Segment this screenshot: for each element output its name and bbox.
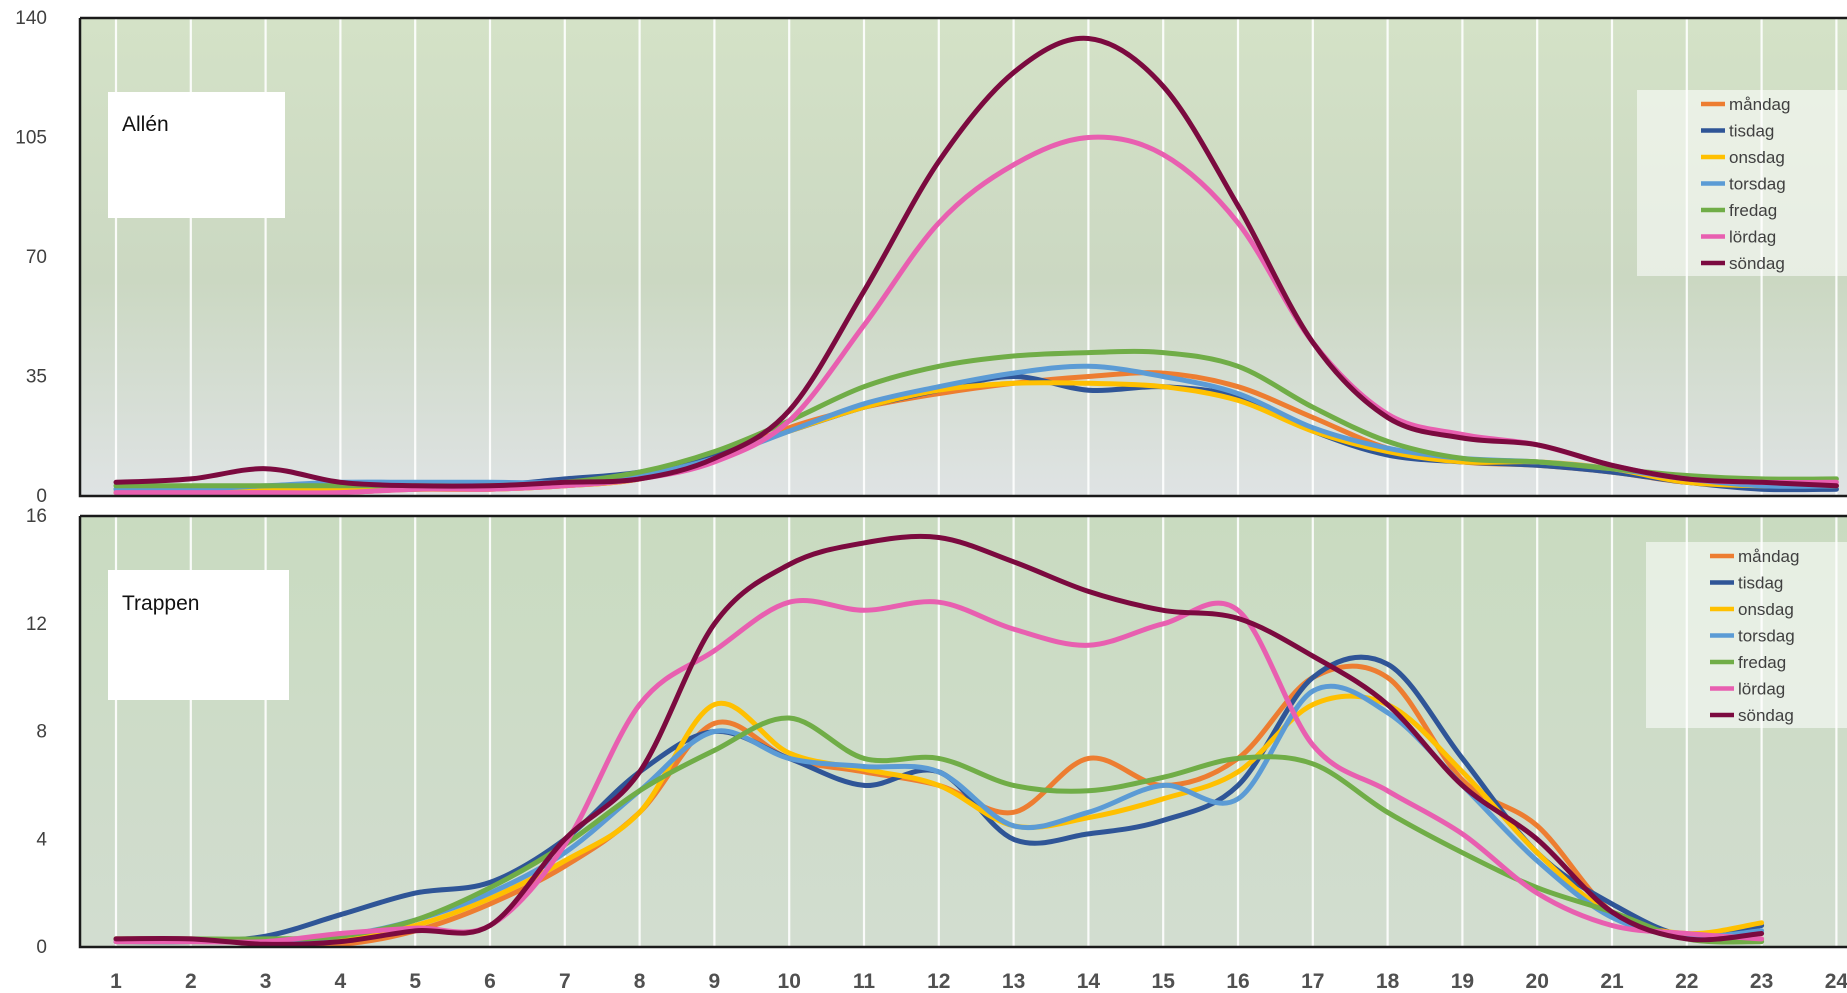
panel-allen-legend: måndag tisdag onsdag torsdag fredag lördag sön… bbox=[1637, 90, 1847, 276]
panel-allen: 0 35 70 105 140 Allén måndag tisdag onsdag tors… bbox=[15, 8, 1847, 507]
panel-allen-series bbox=[113, 35, 1839, 496]
x-tick-label: 8 bbox=[634, 970, 646, 993]
y-tick-label: 140 bbox=[15, 8, 47, 29]
legend-label-fredag: fredag bbox=[1738, 653, 1786, 672]
panel-allen-grid bbox=[114, 18, 1838, 496]
y-tick-label: 12 bbox=[26, 614, 47, 635]
legend-label-mandag: måndag bbox=[1738, 547, 1799, 566]
legend-label-sondag: söndag bbox=[1729, 254, 1785, 273]
x-tick-label: 2 bbox=[185, 970, 197, 993]
x-tick-label: 12 bbox=[927, 970, 950, 993]
y-tick-label: 8 bbox=[36, 722, 47, 743]
y-tick-label: 16 bbox=[26, 506, 47, 527]
x-tick-label: 21 bbox=[1600, 970, 1624, 993]
x-tick-label: 16 bbox=[1226, 970, 1249, 993]
legend-label-lordag: lördag bbox=[1729, 228, 1776, 247]
legend-label-sondag: söndag bbox=[1738, 706, 1794, 725]
x-tick-label: 3 bbox=[260, 970, 272, 993]
y-tick-label: 0 bbox=[36, 486, 47, 507]
legend-label-tisdag: tisdag bbox=[1729, 122, 1774, 141]
series-line-fredag bbox=[113, 715, 1765, 945]
x-tick-label: 11 bbox=[853, 970, 876, 993]
x-tick-label: 9 bbox=[709, 970, 721, 993]
legend-label-mandag: måndag bbox=[1729, 95, 1790, 114]
series-line-sondag bbox=[113, 533, 1765, 947]
series-line-sondag bbox=[113, 35, 1839, 489]
x-tick-label: 24 bbox=[1825, 970, 1847, 993]
x-tick-label: 19 bbox=[1451, 970, 1474, 993]
y-tick-label: 70 bbox=[26, 247, 47, 268]
legend-label-torsdag: torsdag bbox=[1738, 627, 1795, 646]
y-tick-label: 0 bbox=[36, 937, 47, 958]
legend-label-tisdag: tisdag bbox=[1738, 574, 1783, 593]
x-tick-label: 22 bbox=[1675, 970, 1698, 993]
y-tick-label: 35 bbox=[26, 367, 47, 388]
x-tick-label: 1 bbox=[110, 970, 122, 993]
x-tick-label: 4 bbox=[335, 970, 347, 993]
y-tick-label: 105 bbox=[15, 128, 47, 149]
x-tick-label: 10 bbox=[778, 970, 801, 993]
panel-trappen-legend: måndag tisdag onsdag torsdag fredag lördag sön… bbox=[1646, 542, 1847, 728]
panel-trappen-y-ticks: 0 4 8 12 16 bbox=[26, 506, 48, 958]
panel-allen-background bbox=[80, 18, 1847, 496]
legend-background bbox=[1637, 90, 1847, 276]
panel-allen-title-box bbox=[108, 92, 285, 218]
panel-trappen-title-box bbox=[108, 570, 289, 700]
x-tick-label: 23 bbox=[1750, 970, 1773, 993]
legend-label-onsdag: onsdag bbox=[1738, 600, 1794, 619]
legend-background bbox=[1646, 542, 1847, 728]
x-tick-label: 18 bbox=[1376, 970, 1400, 993]
panel-trappen-frame bbox=[78, 514, 1847, 949]
legend-label-fredag: fredag bbox=[1729, 201, 1777, 220]
panel-allen-title: Allén bbox=[122, 113, 169, 136]
x-tick-label: 6 bbox=[484, 970, 496, 993]
panel-trappen-title: Trappen bbox=[122, 592, 199, 615]
x-tick-label: 15 bbox=[1152, 970, 1176, 993]
legend-label-torsdag: torsdag bbox=[1729, 175, 1786, 194]
x-tick-label: 13 bbox=[1002, 970, 1025, 993]
y-tick-label: 4 bbox=[36, 829, 47, 850]
x-tick-label: 14 bbox=[1077, 970, 1101, 993]
legend-label-onsdag: onsdag bbox=[1729, 148, 1785, 167]
x-tick-label: 17 bbox=[1301, 970, 1324, 993]
panel-trappen-series bbox=[113, 533, 1765, 948]
x-tick-label: 7 bbox=[559, 970, 571, 993]
legend-label-lordag: lördag bbox=[1738, 680, 1785, 699]
panel-allen-y-ticks: 0 35 70 105 140 bbox=[15, 8, 47, 507]
x-axis-ticks: 1 2 3 4 5 6 7 8 9 10 11 12 13 14 15 16 17 18 19 20 21 22 23 24 bbox=[110, 970, 1847, 993]
series-line-lordag bbox=[113, 598, 1765, 945]
x-tick-label: 20 bbox=[1526, 970, 1549, 993]
x-tick-label: 5 bbox=[409, 970, 421, 993]
panel-allen-frame bbox=[78, 16, 1847, 498]
panel-trappen: 0 4 8 12 16 Trappen måndag tisdag onsdag torsda… bbox=[26, 506, 1847, 958]
